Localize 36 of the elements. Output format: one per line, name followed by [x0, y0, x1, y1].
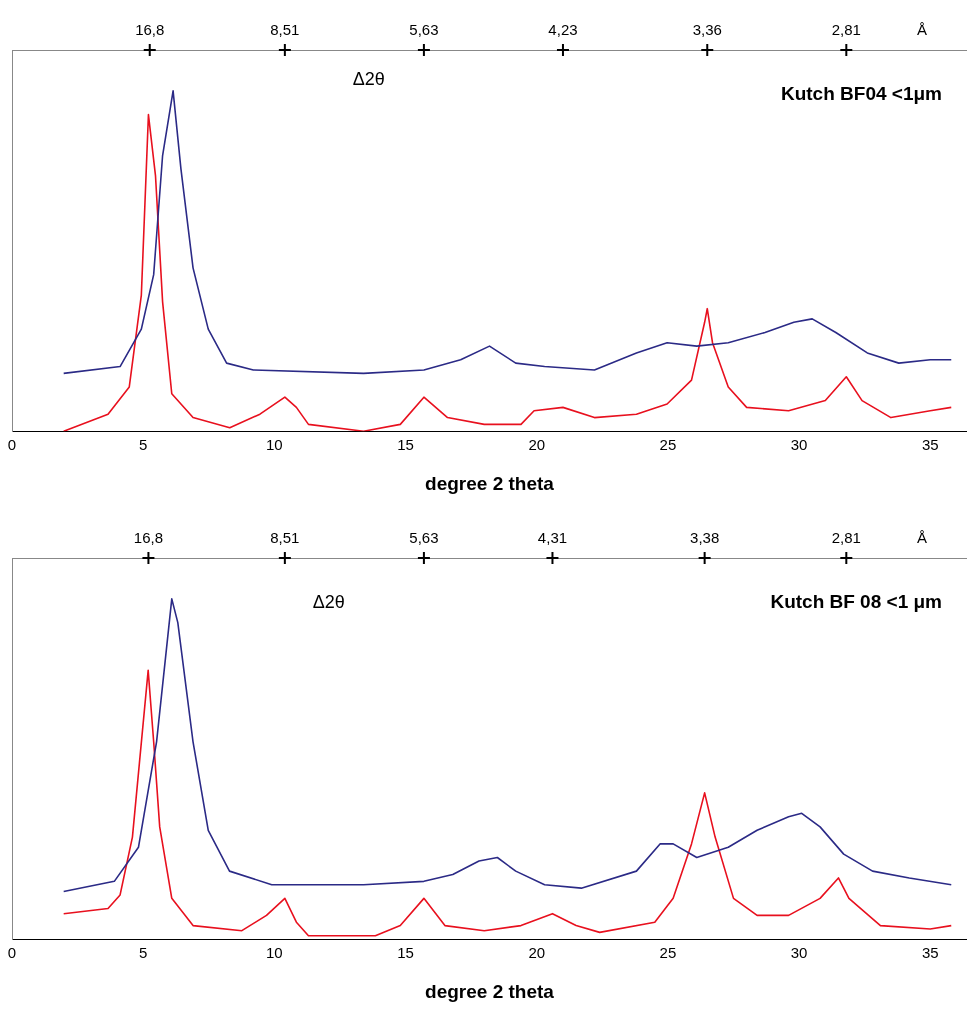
x-tick-label: 15 — [397, 944, 414, 962]
x-tick-label: 30 — [790, 436, 808, 454]
annotation: 4,23 — [548, 20, 578, 38]
x-tick-label: 15 — [397, 436, 414, 454]
annotation: 2,81 — [831, 528, 861, 546]
annotation: 8,51 — [270, 528, 300, 546]
text: Å — [916, 20, 928, 38]
x-tick-label: 0 — [7, 436, 17, 454]
annotation: 16,8 — [135, 20, 165, 38]
x-axis-title: degree 2 theta — [425, 472, 555, 494]
x-tick-label: 30 — [790, 944, 808, 962]
x-tick-label: 20 — [528, 944, 546, 962]
annotation: 3,38 — [690, 528, 720, 546]
x-tick-label: 35 — [921, 944, 939, 962]
x-tick-label: 20 — [528, 436, 546, 454]
annotation: 4,31 — [537, 528, 568, 546]
text: Å — [916, 528, 928, 546]
x-axis-title: degree 2 theta — [425, 980, 555, 1002]
x-tick-label: 10 — [266, 944, 283, 962]
annotation: 2,81 — [831, 20, 861, 38]
text: Δ2θ — [352, 68, 385, 89]
chart-title: Kutch BF04 <1μm — [780, 83, 942, 105]
annotation: 5,63 — [409, 528, 439, 546]
x-tick-label: 5 — [139, 944, 148, 962]
x-tick-label: 10 — [266, 436, 283, 454]
chart-title: Kutch BF 08 <1 μm — [770, 591, 942, 613]
x-tick-label: 35 — [921, 436, 939, 454]
annotation: 3,36 — [692, 20, 722, 38]
annotation: 8,51 — [270, 20, 300, 38]
annotation: 16,8 — [133, 528, 164, 546]
x-tick-label: 5 — [139, 436, 148, 454]
x-tick-label: 25 — [659, 944, 677, 962]
annotation: Δ2θ — [312, 591, 345, 612]
annotation: 5,63 — [409, 20, 439, 38]
x-tick-label: 25 — [659, 436, 677, 454]
x-tick-label: 0 — [7, 944, 17, 962]
